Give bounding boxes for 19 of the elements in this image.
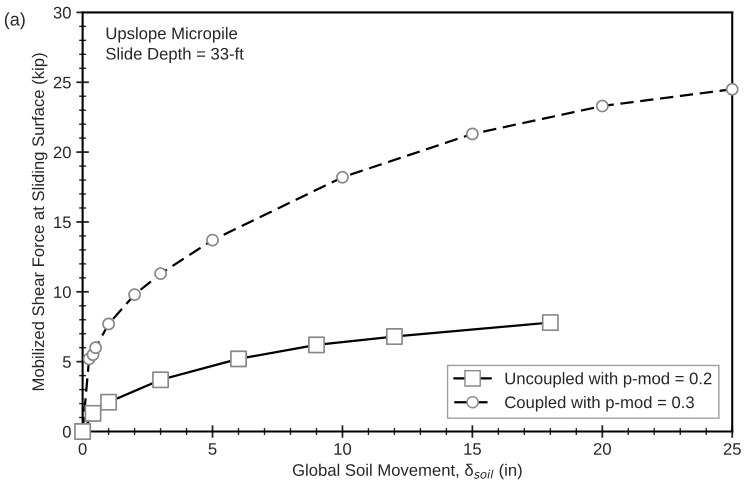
y-axis-title: Mobilized Shear Force at Sliding Surface (kip) (32, 53, 48, 390)
y-tick-label: 20 (54, 146, 71, 158)
x-axis-title: Global Soil Movement, δ$_{soil}$ (in) (292, 464, 522, 480)
y-tick-label: 15 (54, 216, 71, 228)
x-tick-label: 5 (208, 443, 216, 455)
x-tick-label: 15 (464, 443, 481, 455)
y-tick-label: 25 (54, 76, 71, 88)
text: (a) (4, 12, 25, 30)
annotation: Upslope Micropile Slide Depth = 33-ft (106, 27, 244, 63)
legend-label: Coupled with p-mod = 0.3 (505, 396, 694, 412)
x-tick-label: 25 (724, 443, 741, 455)
x-tick-label: 10 (334, 443, 352, 455)
x-tick-label: 20 (594, 443, 611, 455)
y-tick-label: 5 (62, 356, 71, 368)
x-tick-label: 0 (78, 443, 87, 455)
y-tick-label: 0 (62, 426, 71, 438)
legend-label: Uncoupled with p-mod = 0.2 (506, 372, 712, 388)
y-tick-label: 10 (54, 286, 71, 298)
y-tick-label: 30 (54, 6, 71, 19)
